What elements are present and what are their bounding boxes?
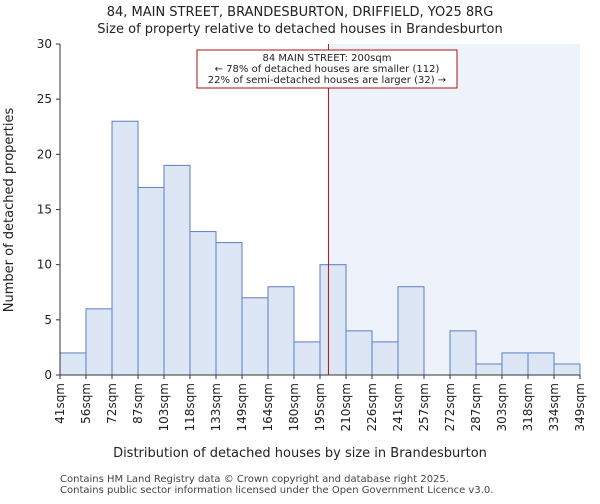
- y-tick-label: 10: [37, 258, 52, 272]
- bar-103sqm: [163, 164, 191, 376]
- x-tick-label: 56sqm: [79, 383, 93, 424]
- x-tick-label: 334sqm: [547, 383, 561, 431]
- x-tick-label: 133sqm: [209, 383, 223, 431]
- larger-region-highlight: [328, 44, 580, 375]
- bar-164sqm: [267, 286, 295, 376]
- x-tick-label: 272sqm: [443, 383, 457, 431]
- x-tick-label: 226sqm: [365, 383, 379, 431]
- y-tick-label: 30: [37, 37, 52, 51]
- x-tick-label: 318sqm: [521, 383, 535, 431]
- y-tick-label: 20: [37, 147, 52, 161]
- chart-subtitle: Size of property relative to detached ho…: [97, 22, 502, 37]
- x-tick-label: 257sqm: [417, 383, 431, 431]
- bar-241sqm: [397, 286, 425, 376]
- bar-272sqm: [449, 330, 477, 376]
- annotation-box: 84 MAIN STREET: 200sqm ← 78% of detached…: [196, 49, 458, 89]
- bar-118sqm: [189, 231, 217, 376]
- x-tick-label: 118sqm: [183, 383, 197, 431]
- bar-41sqm: [59, 352, 87, 376]
- x-tick-label: 303sqm: [495, 383, 509, 431]
- bar-72sqm: [111, 120, 139, 376]
- annotation-line-1: 84 MAIN STREET: 200sqm: [263, 53, 392, 64]
- x-tick-label: 41sqm: [53, 383, 67, 424]
- y-tick-label: 0: [44, 368, 52, 382]
- y-tick-label: 15: [37, 203, 52, 217]
- bar-318sqm: [527, 352, 555, 376]
- y-tick-label: 5: [44, 313, 52, 327]
- bar-287sqm: [475, 363, 503, 376]
- bar-195sqm: [319, 264, 347, 376]
- x-tick-label: 164sqm: [261, 383, 275, 431]
- x-axis: 41sqm 56sqm 72sqm 87sqm 103sqm 118sqm 133sqm 14…: [53, 375, 587, 431]
- bar-87sqm: [137, 186, 165, 376]
- bar-334sqm: [553, 363, 581, 376]
- chart-title: 84, MAIN STREET, BRANDESBURTON, DRIFFIEL…: [107, 5, 494, 20]
- x-tick-label: 103sqm: [157, 383, 171, 431]
- x-tick-label: 210sqm: [339, 383, 353, 431]
- x-axis-label: Distribution of detached houses by size …: [113, 446, 487, 461]
- bar-226sqm: [371, 341, 399, 376]
- x-tick-label: 349sqm: [573, 383, 587, 431]
- footer-line-1: Contains HM Land Registry data © Crown c…: [60, 474, 449, 485]
- annotation-line-3: 22% of semi-detached houses are larger (…: [208, 75, 446, 86]
- bar-133sqm: [215, 242, 243, 376]
- x-tick-label: 149sqm: [235, 383, 249, 431]
- bar-210sqm: [345, 330, 373, 376]
- bar-56sqm: [85, 308, 113, 376]
- x-tick-label: 87sqm: [131, 383, 145, 424]
- y-tick-label: 25: [37, 92, 52, 106]
- x-tick-label: 195sqm: [313, 383, 327, 431]
- x-tick-label: 287sqm: [469, 383, 483, 431]
- annotation-border: [196, 49, 458, 89]
- x-tick-label: 180sqm: [287, 383, 301, 431]
- x-tick-label: 241sqm: [391, 383, 405, 431]
- y-axis: 0 5 10 15 20 25 30: [37, 37, 60, 382]
- x-tick-label: 72sqm: [105, 383, 119, 424]
- annotation-line-2: ← 78% of detached houses are smaller (11…: [215, 64, 440, 75]
- bar-149sqm: [241, 297, 269, 376]
- bar-303sqm: [501, 352, 529, 376]
- y-axis-label: Number of detached properties: [2, 108, 17, 313]
- bar-180sqm: [293, 341, 321, 376]
- footer-line-2: Contains public sector information licen…: [60, 485, 493, 496]
